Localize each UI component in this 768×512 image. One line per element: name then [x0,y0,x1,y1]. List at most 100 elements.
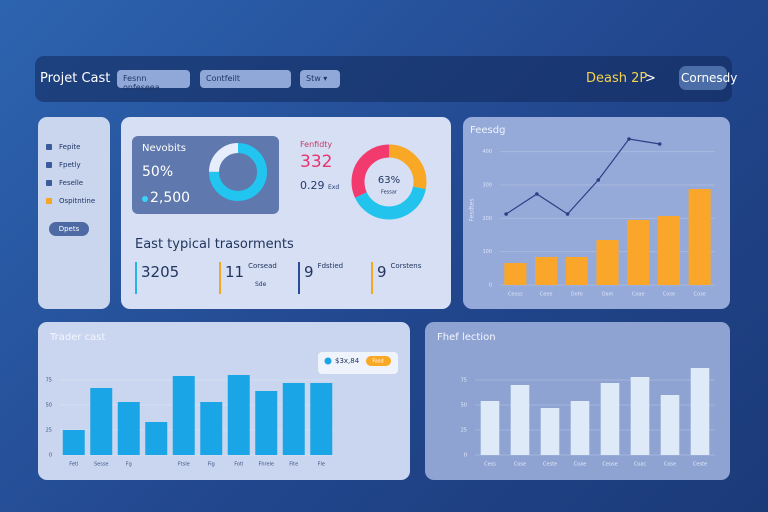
sub-value: 0.29 [300,179,325,192]
legend-extra: Fasd [372,359,383,365]
menu-label: Fepite [59,143,81,151]
stat-label: Corsead [248,262,277,270]
x-tick-label: Ceoss [508,292,523,298]
x-tick-label: Cose [514,462,526,468]
menu-icon [46,162,52,168]
donut-center: 63% [378,175,400,186]
menu-label: Feselle [59,179,84,187]
x-tick-label: Ceose [602,462,617,468]
x-tick-label: Fite [289,462,298,468]
overview-title: Nevobits [142,143,186,154]
bar [570,401,590,455]
y-tick-label: 400 [482,149,492,155]
x-tick-label: Dote [571,292,583,298]
line [505,138,660,215]
donut-label: Fessar [381,190,398,196]
bar [480,401,500,455]
typical-title: East typical trasorments [135,237,294,252]
x-tick-label: Cose [694,292,706,298]
x-tick-label: Ftsle [178,462,190,468]
stat: 11 Corsead Sde [219,262,277,294]
stat-label: Corstens [390,262,422,270]
x-tick-label: Fg [126,462,132,468]
menu-label: Ospitntine [59,197,96,205]
stat: 9 Fdstied [298,262,343,294]
stat: 9 Corstens [371,262,421,294]
x-tick-label: Fig [208,462,215,468]
menu-item[interactable]: Fepite [46,138,106,156]
fidelity-title: Fenfidty [300,140,333,149]
y-tick-label: 200 [482,216,492,222]
chart-title: Feesdg [470,125,505,136]
bar [630,377,650,455]
donut-segment [351,144,427,220]
stats-row: 3205 11 Corsead Sde 9 Fdstied 9 Corstens [135,262,445,298]
menu-item[interactable]: Ospitntine [46,192,106,210]
bar [510,385,530,455]
menu-icon [46,198,52,204]
stat-value: 9 [304,263,314,281]
bar [504,263,527,285]
bar [282,383,305,455]
y-tick-label: 75 [461,378,467,384]
menu-label: Fpetly [59,161,81,169]
x-tick-label: Cose [663,292,675,298]
x-tick-label: Fotl [234,462,243,468]
x-tick-label: Cose [664,462,676,468]
y-tick-label: 0 [489,283,492,289]
bar [540,408,560,455]
amount-text: 2,500 [150,190,191,206]
stat-note: Sde [255,281,267,288]
y-tick-label: 0 [49,453,52,459]
app-title: Projet Cast [40,71,111,86]
donut-segment [209,143,267,201]
x-tick-label: Ceee [540,292,553,298]
menu-icon [46,144,52,150]
sidebar-button[interactable]: Dpets [49,222,89,236]
bar [565,257,588,285]
overview-amount: 2,500 [142,190,190,206]
menu-icon [46,180,52,186]
donut-segment [351,144,427,220]
menu-item[interactable]: Feselle [46,174,106,192]
breadcrumb-separator: > [645,71,656,86]
bar [62,430,85,455]
bar [310,383,333,455]
y-tick-label: 25 [46,428,52,434]
menu-item[interactable]: Fpetly [46,156,106,174]
y-tick-label: 50 [461,403,467,409]
x-tick-label: Fetl [69,462,78,468]
dot [142,196,148,202]
breadcrumb[interactable]: Deash 2P [586,71,648,86]
bar [596,240,619,285]
bar [145,422,168,455]
stat-label: Fdstied [317,262,344,270]
bar [627,220,650,285]
bar [227,375,250,455]
y-axis-label: Fesdtes [469,199,476,222]
x-tick-label: Coae [632,292,645,298]
fidelity-value: 332 [300,152,333,172]
search-input[interactable]: Fesnn onfeseea [117,70,190,92]
fidelity-sub: 0.29 Exd [300,179,339,192]
stat-value: 9 [377,263,387,281]
filter-input[interactable]: Contfeilt [200,70,291,88]
y-tick-label: 0 [464,453,467,459]
x-tick-label: Ceste [543,462,557,468]
select-text: Stw [306,74,321,83]
bar [200,402,223,455]
legend-pill [366,356,391,366]
x-tick-label: Sesse [94,462,109,468]
bar [690,368,710,455]
select[interactable]: Stw ▾ [300,70,340,88]
bar [90,388,113,455]
chart-title: Trader cast [49,332,106,343]
x-tick-label: Ceste [693,462,707,468]
sidebar-menu: Fepite Fpetly Feselle Ospitntine [46,138,106,210]
user-button[interactable]: Cornesdy [679,66,737,90]
x-tick-label: Coac [634,462,647,468]
y-tick-label: 25 [461,428,467,434]
legend-label: $3x,84 [335,357,360,365]
bar [117,402,140,455]
